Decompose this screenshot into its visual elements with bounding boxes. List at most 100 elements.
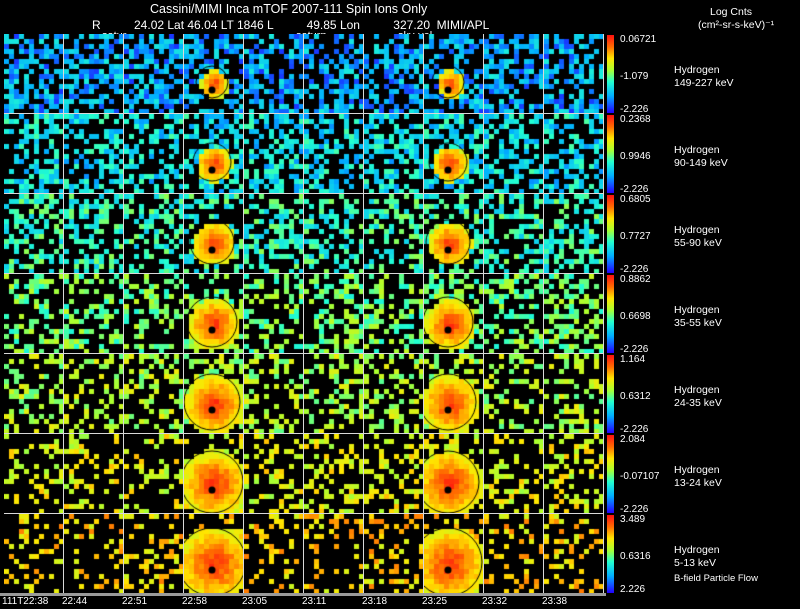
image-cell — [304, 274, 364, 354]
energy-range: 90-149 keV — [674, 157, 728, 169]
colorbar-max-label: 0.8862 — [620, 274, 651, 285]
image-cell — [304, 354, 364, 434]
colorbar-max-label: 1.164 — [620, 354, 646, 365]
time-tick-label: 111T22:38 — [2, 596, 49, 607]
image-cell — [424, 354, 484, 434]
energy-row — [4, 114, 604, 194]
image-cell — [4, 34, 64, 114]
image-cell — [544, 434, 604, 514]
colorbar-min-label: -2.226 — [620, 344, 649, 355]
panel-species-label: Hydrogen 5-13 keV — [674, 544, 720, 570]
image-cell — [4, 434, 64, 514]
energy-range: 5-13 keV — [674, 557, 717, 569]
image-cell — [424, 114, 484, 194]
ephemeris-line: R 24.02 Lat 46.04 LT 1846 L 49.85 Lon 32… — [92, 18, 490, 32]
image-cell — [304, 114, 364, 194]
time-tick-label: 22:44 — [62, 596, 88, 607]
image-cell — [544, 114, 604, 194]
units-unit: (cm²-sr-s-keV)⁻¹ — [698, 19, 775, 31]
colorbar-max-label: 0.6805 — [620, 194, 651, 205]
image-cell — [124, 114, 184, 194]
image-cell — [4, 114, 64, 194]
colorbar-mid-label: 0.9946 — [620, 151, 651, 162]
image-cell — [304, 194, 364, 274]
image-cell — [244, 354, 304, 434]
species-name: Hydrogen — [674, 384, 720, 396]
colorbar-mid-label: 0.6312 — [620, 391, 651, 402]
image-cell — [424, 274, 484, 354]
colorbar-max-label: 0.2368 — [620, 114, 651, 125]
image-cell — [4, 274, 64, 354]
image-cell — [244, 514, 304, 594]
species-name: Hydrogen — [674, 544, 720, 556]
image-cell — [184, 434, 244, 514]
energy-row — [4, 274, 604, 354]
image-cell — [484, 194, 544, 274]
image-cell — [544, 514, 604, 594]
image-cell — [364, 194, 424, 274]
image-cell — [244, 274, 304, 354]
image-cell — [244, 434, 304, 514]
time-tick-label: 23:25 — [422, 596, 448, 607]
image-cell — [364, 274, 424, 354]
colorbar — [607, 355, 614, 433]
image-cell — [544, 274, 604, 354]
colorbar-max-label: 3.489 — [620, 514, 646, 525]
energy-row — [4, 194, 604, 274]
panel-species-label: Hydrogen 90-149 keV — [674, 144, 728, 170]
image-cell — [64, 434, 124, 514]
image-cell — [184, 514, 244, 594]
colorbar-mid-label: 0.7727 — [620, 231, 651, 242]
image-cell — [364, 434, 424, 514]
image-cell — [4, 194, 64, 274]
time-tick-label: 23:38 — [542, 596, 568, 607]
image-cell — [124, 514, 184, 594]
image-cell — [364, 354, 424, 434]
species-name: Hydrogen — [674, 224, 720, 236]
image-cell — [124, 354, 184, 434]
colorbar — [607, 275, 614, 353]
colorbar — [607, 195, 614, 273]
time-tick-label: 23:32 — [482, 596, 508, 607]
image-cell — [304, 434, 364, 514]
image-cell — [64, 34, 124, 114]
image-cell — [184, 274, 244, 354]
image-cell — [244, 194, 304, 274]
image-cell — [544, 34, 604, 114]
image-cell — [64, 354, 124, 434]
image-cell — [484, 434, 544, 514]
energy-row — [4, 34, 604, 114]
image-cell — [544, 354, 604, 434]
image-cell — [364, 514, 424, 594]
colorbar-mid-label: -1.079 — [620, 71, 649, 82]
image-cell — [64, 194, 124, 274]
image-cell — [424, 434, 484, 514]
image-cell — [544, 194, 604, 274]
image-cell — [124, 274, 184, 354]
image-cell — [424, 194, 484, 274]
colorbar-max-label: 2.084 — [620, 434, 646, 445]
colorbar — [607, 515, 614, 593]
energy-row — [4, 514, 604, 594]
chart-title: Cassini/MIMI Inca mTOF 2007-111 Spin Ion… — [150, 2, 428, 16]
image-cell — [244, 114, 304, 194]
time-axis-bar — [0, 593, 606, 596]
image-cell — [124, 34, 184, 114]
energy-range: 35-55 keV — [674, 317, 722, 329]
time-tick-label: 22:51 — [122, 596, 148, 607]
colorbar — [607, 35, 614, 113]
image-cell — [364, 114, 424, 194]
image-cell — [304, 514, 364, 594]
image-cell — [424, 514, 484, 594]
colorbar-min-label: -2.226 — [620, 424, 649, 435]
image-cell — [184, 194, 244, 274]
image-grid — [4, 34, 604, 594]
image-cell — [184, 114, 244, 194]
image-cell — [124, 434, 184, 514]
image-cell — [484, 514, 544, 594]
energy-row — [4, 354, 604, 434]
colorbar-mid-label: 0.6316 — [620, 551, 651, 562]
energy-range: 24-35 keV — [674, 397, 722, 409]
time-tick-label: 23:18 — [362, 596, 388, 607]
image-cell — [184, 354, 244, 434]
